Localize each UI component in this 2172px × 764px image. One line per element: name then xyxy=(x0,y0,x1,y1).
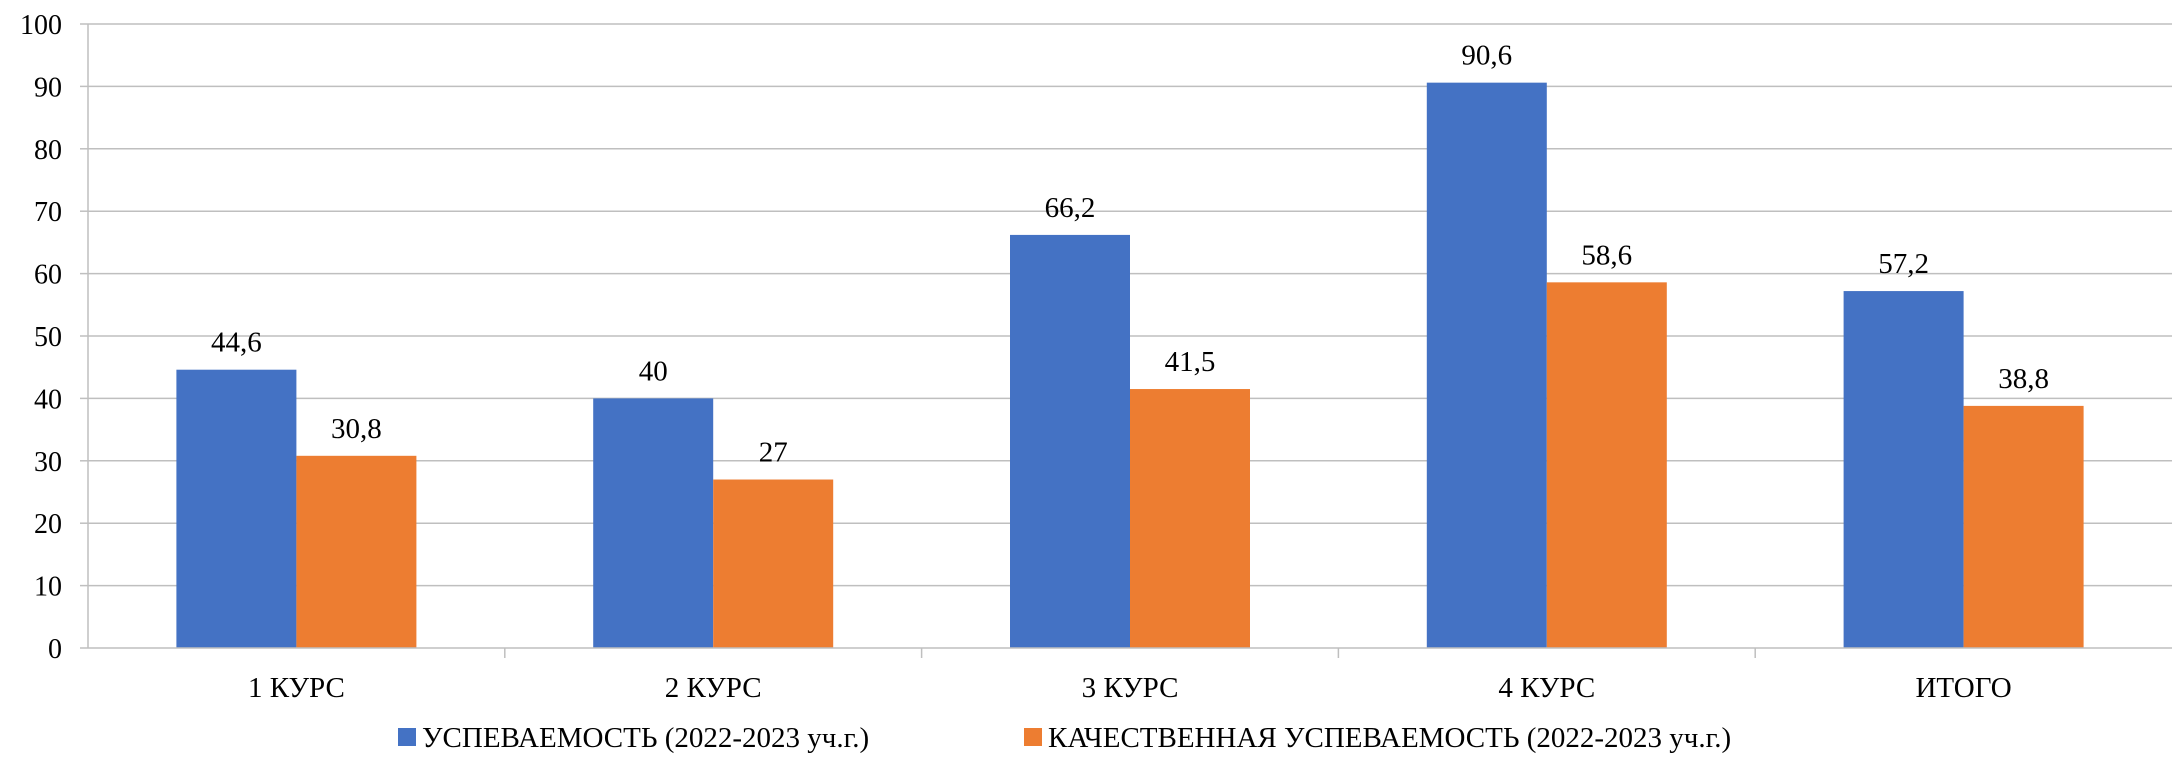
data-labels: 44,6 30,8 40 27 66,2 41,5 90,6 58,6 57,2 38,8 xyxy=(211,40,2049,469)
bars xyxy=(176,82,2084,649)
legend-label: КАЧЕСТВЕННАЯ УСПЕВАЕМОСТЬ (2022-2023 уч.… xyxy=(1048,722,1731,754)
x-category-label: 3 КУРС xyxy=(1082,672,1179,704)
bar-kachestvennaya-0 xyxy=(296,455,417,648)
bar-uspevaemost-3 xyxy=(1426,82,1547,648)
y-tick-label: 60 xyxy=(34,260,62,291)
data-label: 40 xyxy=(639,355,668,387)
data-label: 30,8 xyxy=(331,413,382,445)
data-label: 57,2 xyxy=(1878,248,1929,280)
bar-uspevaemost-4 xyxy=(1843,291,1964,648)
bar-uspevaemost-2 xyxy=(1010,234,1130,649)
y-tick-label: 30 xyxy=(34,447,62,478)
x-axis: 1 КУРС 2 КУРС 3 КУРС 4 КУРС ИТОГО xyxy=(88,647,2172,704)
bar-kachestvennaya-2 xyxy=(1130,389,1250,648)
x-category-label: ИТОГО xyxy=(1915,672,2011,704)
y-tick-label: 90 xyxy=(34,72,62,103)
data-label: 66,2 xyxy=(1045,192,1096,224)
legend-label: УСПЕВАЕМОСТЬ (2022-2023 уч.г.) xyxy=(422,722,869,754)
bar-kachestvennaya-4 xyxy=(1963,405,2084,648)
legend: УСПЕВАЕМОСТЬ (2022-2023 уч.г.) КАЧЕСТВЕНН… xyxy=(398,722,1731,754)
x-category-label: 1 КУРС xyxy=(248,672,345,704)
data-label: 44,6 xyxy=(211,327,262,359)
y-tick-label: 50 xyxy=(34,322,62,353)
y-tick-label: 40 xyxy=(34,384,62,415)
y-tick-label: 0 xyxy=(48,634,62,665)
bar-kachestvennaya-3 xyxy=(1546,282,1667,648)
x-category-label: 4 КУРС xyxy=(1498,672,1595,704)
x-category-label: 2 КУРС xyxy=(665,672,762,704)
y-tick-label: 100 xyxy=(20,10,62,41)
data-label: 41,5 xyxy=(1165,346,1216,378)
bar-kachestvennaya-1 xyxy=(713,479,834,648)
y-tick-label: 70 xyxy=(34,197,62,228)
data-label: 58,6 xyxy=(1581,239,1632,271)
data-label: 90,6 xyxy=(1461,40,1512,72)
data-label: 27 xyxy=(759,437,788,469)
y-axis: 0 10 20 30 40 50 60 70 80 90 100 xyxy=(20,10,89,665)
data-label: 38,8 xyxy=(1998,363,2049,395)
bar-uspevaemost-0 xyxy=(176,369,297,648)
y-tick-label: 10 xyxy=(34,572,62,603)
bar-uspevaemost-1 xyxy=(593,398,714,648)
legend-swatch xyxy=(1024,728,1042,746)
y-tick-label: 20 xyxy=(34,509,62,540)
y-tick-label: 80 xyxy=(34,135,62,166)
legend-swatch xyxy=(398,728,416,746)
